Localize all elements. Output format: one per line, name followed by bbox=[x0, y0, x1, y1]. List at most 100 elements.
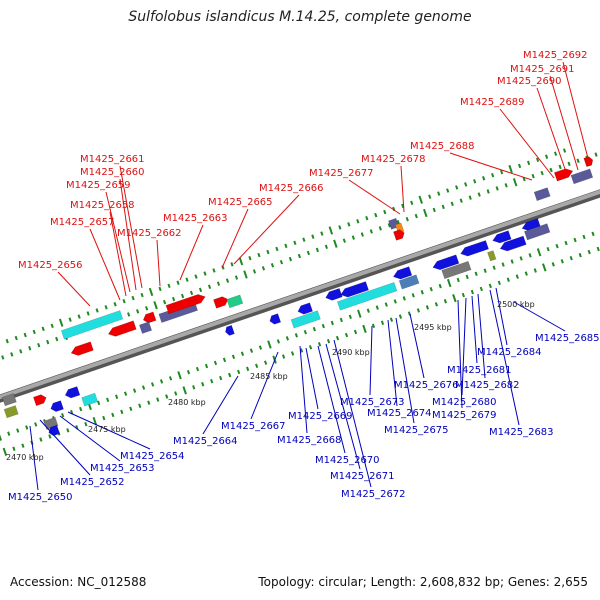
tick-mark bbox=[302, 237, 306, 242]
tick-mark bbox=[120, 409, 124, 415]
tick-mark bbox=[531, 173, 535, 179]
tick-mark bbox=[174, 391, 178, 396]
gene-label: M1425_2666 bbox=[259, 183, 324, 194]
gene-label: M1425_2692 bbox=[523, 50, 588, 61]
tick-mark bbox=[186, 369, 191, 375]
scale-label: 2500 kbp bbox=[497, 300, 535, 309]
tick-mark bbox=[375, 305, 379, 310]
gene-feature bbox=[393, 229, 405, 241]
gene-feature bbox=[523, 223, 551, 241]
tick-mark bbox=[418, 195, 423, 204]
tick-mark bbox=[198, 287, 203, 293]
tick-mark bbox=[132, 388, 137, 393]
gene-feature bbox=[225, 324, 235, 336]
tick-mark bbox=[527, 160, 531, 166]
tick-mark bbox=[333, 239, 338, 248]
tick-mark bbox=[257, 252, 261, 258]
tick-mark bbox=[371, 323, 376, 329]
tick-mark bbox=[293, 240, 297, 246]
tick-mark bbox=[221, 265, 225, 270]
tick-mark bbox=[84, 421, 88, 427]
tick-mark bbox=[79, 406, 83, 412]
tick-mark bbox=[569, 255, 573, 261]
tick-mark bbox=[384, 302, 388, 307]
leader-line bbox=[536, 87, 567, 173]
tick-mark bbox=[591, 231, 595, 237]
tick-mark bbox=[459, 198, 463, 203]
tick-mark bbox=[495, 186, 499, 191]
gene-label: M1425_2653 bbox=[90, 463, 155, 474]
tick-mark bbox=[326, 338, 331, 344]
tick-mark bbox=[437, 191, 441, 196]
tick-mark bbox=[519, 256, 523, 261]
scale-label: 2490 kbp bbox=[332, 348, 370, 357]
tick-mark bbox=[366, 308, 370, 313]
tick-mark bbox=[347, 222, 351, 227]
gene-feature bbox=[226, 294, 244, 309]
tick-mark bbox=[61, 412, 65, 418]
tick-mark bbox=[425, 305, 430, 310]
gene-feature bbox=[81, 392, 99, 407]
tick-mark bbox=[225, 278, 230, 283]
tick-mark bbox=[446, 188, 450, 193]
tick-mark bbox=[483, 268, 487, 273]
tick-mark bbox=[553, 151, 558, 156]
leader-line bbox=[57, 271, 91, 307]
tick-mark bbox=[564, 240, 568, 246]
tick-mark bbox=[171, 296, 176, 302]
gene-label: M1425_2657 bbox=[50, 217, 115, 228]
gene-feature bbox=[533, 187, 551, 202]
tick-mark bbox=[138, 403, 142, 408]
tick-mark bbox=[270, 263, 275, 268]
tick-mark bbox=[374, 212, 378, 218]
tick-mark bbox=[141, 385, 146, 390]
tick-mark bbox=[162, 299, 167, 305]
tick-mark bbox=[594, 152, 598, 157]
tick-mark bbox=[432, 207, 436, 213]
tick-mark bbox=[369, 229, 373, 234]
tick-mark bbox=[339, 317, 343, 323]
leader-line bbox=[39, 419, 91, 476]
tick-mark bbox=[213, 360, 218, 366]
tick-mark bbox=[558, 164, 562, 170]
tick-mark bbox=[148, 287, 154, 297]
tick-mark bbox=[443, 299, 447, 304]
tick-mark bbox=[195, 366, 200, 372]
tick-mark bbox=[398, 314, 403, 319]
tick-mark bbox=[204, 363, 209, 369]
gene-label: M1425_2678 bbox=[361, 154, 426, 165]
tick-mark bbox=[410, 200, 414, 206]
leader-line bbox=[449, 152, 533, 181]
leader-line bbox=[59, 415, 121, 462]
tick-mark bbox=[276, 339, 281, 344]
tick-mark bbox=[324, 244, 328, 250]
tick-mark bbox=[402, 296, 406, 301]
tick-mark bbox=[290, 351, 295, 356]
tick-mark bbox=[456, 277, 460, 283]
tick-mark bbox=[70, 409, 74, 415]
tick-mark bbox=[389, 317, 394, 322]
gene-label: M1425_2659 bbox=[66, 180, 131, 191]
tick-mark bbox=[596, 246, 600, 252]
gene-feature bbox=[325, 287, 343, 301]
tick-mark bbox=[77, 314, 81, 319]
tick-mark bbox=[396, 220, 400, 225]
tick-mark bbox=[7, 431, 11, 436]
tick-mark bbox=[546, 247, 550, 252]
leader-line bbox=[325, 343, 361, 470]
tick-mark bbox=[540, 170, 544, 176]
tick-mark bbox=[492, 265, 496, 270]
gene-label: M1425_2656 bbox=[18, 260, 83, 271]
leader-line bbox=[562, 61, 591, 167]
tick-mark bbox=[306, 250, 311, 256]
tick-mark bbox=[0, 432, 2, 441]
gene-label: M1425_2665 bbox=[208, 197, 273, 208]
tick-mark bbox=[222, 357, 227, 363]
label-connectors bbox=[29, 61, 591, 491]
tick-mark bbox=[497, 280, 501, 286]
tick-mark bbox=[522, 176, 526, 182]
tick-mark bbox=[486, 189, 490, 194]
leader-line bbox=[387, 319, 398, 407]
tick-mark bbox=[185, 277, 189, 282]
